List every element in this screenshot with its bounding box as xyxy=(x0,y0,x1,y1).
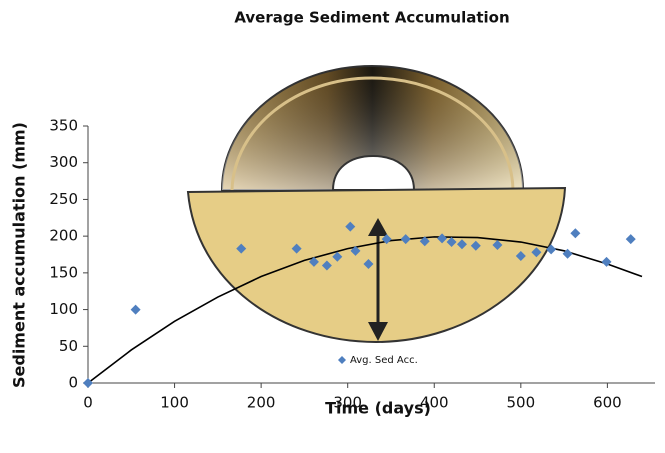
x-tick-label: 200 xyxy=(247,394,276,412)
y-axis-label: Sediment accumulation (mm) xyxy=(10,122,29,388)
y-tick-label: 50 xyxy=(59,337,78,355)
x-tick-label: 100 xyxy=(160,394,189,412)
y-tick-label: 350 xyxy=(49,117,78,135)
x-tick-label: 600 xyxy=(593,394,622,412)
y-tick-label: 150 xyxy=(49,263,78,281)
point xyxy=(626,234,636,244)
y-tick-label: 250 xyxy=(49,190,78,208)
y-tick-label: 100 xyxy=(49,300,78,318)
x-tick-label: 400 xyxy=(420,394,449,412)
x-tick-label: 300 xyxy=(333,394,362,412)
y-tick-label: 300 xyxy=(49,153,78,171)
x-tick-label: 0 xyxy=(83,394,93,412)
x-tick-label: 500 xyxy=(507,394,536,412)
point xyxy=(131,305,141,315)
legend-label: Avg. Sed Acc. xyxy=(350,355,418,366)
chart: Average Sediment Accumulation Time (days… xyxy=(0,0,665,449)
legend-marker xyxy=(338,356,346,364)
point xyxy=(570,228,580,238)
chart-title: Average Sediment Accumulation xyxy=(234,9,509,27)
illustration xyxy=(188,66,565,342)
y-tick-label: 200 xyxy=(49,227,78,245)
y-tick-label: 0 xyxy=(68,374,78,392)
